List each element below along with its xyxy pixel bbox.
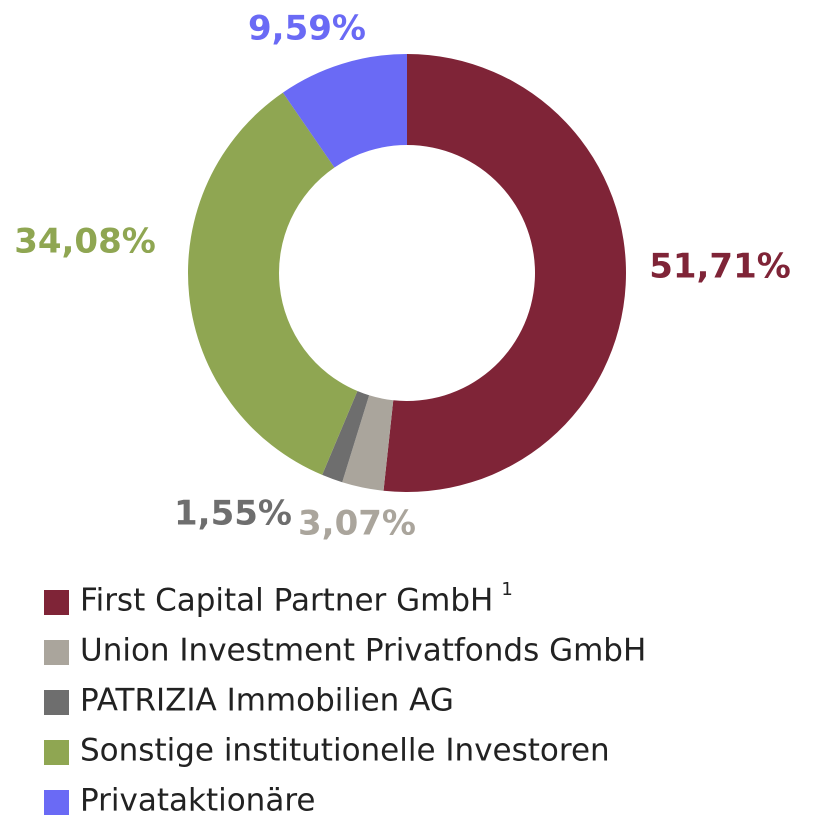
legend-label: Union Investment Privatfonds GmbH: [80, 633, 646, 669]
donut-slice: [322, 391, 370, 483]
donut-slice: [342, 395, 394, 491]
legend-swatch: [44, 590, 69, 615]
legend-swatch: [44, 640, 69, 665]
legend-swatch: [44, 790, 69, 815]
legend-swatch: [44, 740, 69, 765]
data-label: 3,07%: [298, 504, 416, 544]
data-label: 51,71%: [649, 247, 791, 287]
donut-slice: [383, 53, 627, 493]
data-label: 1,55%: [174, 494, 292, 534]
data-label: 34,08%: [14, 222, 156, 262]
legend-label: PATRIZIA Immobilien AG: [80, 683, 454, 719]
donut-slice: [188, 92, 358, 475]
legend-label: Privataktionäre: [80, 783, 315, 819]
donut-slice: [282, 54, 407, 168]
legend-footnote: 1: [501, 579, 512, 600]
legend-swatch: [44, 690, 69, 715]
legend-label: Sonstige institutionelle Investoren: [80, 733, 610, 769]
data-label: 9,59%: [248, 9, 366, 49]
legend-label: First Capital Partner GmbH: [80, 583, 493, 619]
